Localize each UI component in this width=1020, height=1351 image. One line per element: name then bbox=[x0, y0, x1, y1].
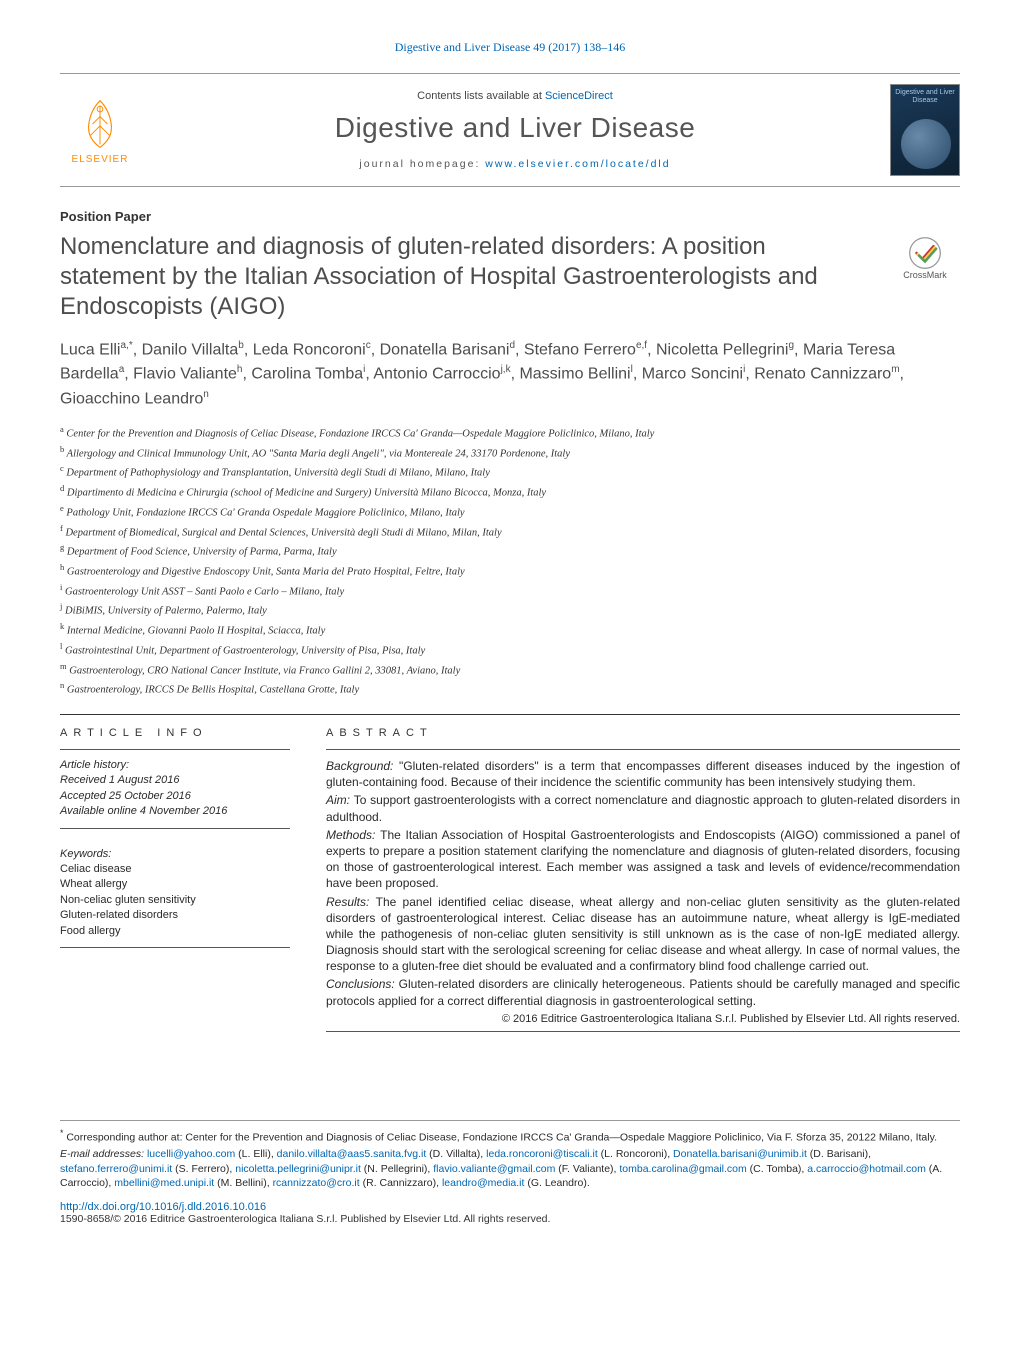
crossmark-icon bbox=[908, 236, 942, 270]
affiliation-item: e Pathology Unit, Fondazione IRCCS Ca' G… bbox=[60, 502, 960, 521]
keyword-item: Food allergy bbox=[60, 924, 290, 939]
abstract-body: Background: "Gluten-related disorders" i… bbox=[326, 758, 960, 1009]
abstract-heading: abstract bbox=[326, 727, 960, 739]
email-link[interactable]: danilo.villalta@aas5.sanita.fvg.it bbox=[277, 1148, 427, 1160]
crossmark-badge[interactable]: CrossMark bbox=[890, 236, 960, 280]
affiliation-item: d Dipartimento di Medicina e Chirurgia (… bbox=[60, 482, 960, 501]
affiliation-item: c Department of Pathophysiology and Tran… bbox=[60, 462, 960, 481]
abstract-paragraph: Background: "Gluten-related disorders" i… bbox=[326, 758, 960, 790]
doi-link[interactable]: http://dx.doi.org/10.1016/j.dld.2016.10.… bbox=[60, 1201, 266, 1213]
issn-copyright: 1590-8658/© 2016 Editrice Gastroenterolo… bbox=[60, 1213, 960, 1225]
doi: http://dx.doi.org/10.1016/j.dld.2016.10.… bbox=[60, 1201, 960, 1213]
abstract-copyright: © 2016 Editrice Gastroenterologica Itali… bbox=[326, 1013, 960, 1025]
article-type: Position Paper bbox=[60, 209, 960, 224]
keywords: Keywords: Celiac diseaseWheat allergyNon… bbox=[60, 847, 290, 939]
abstract-paragraph: Conclusions: Gluten-related disorders ar… bbox=[326, 976, 960, 1008]
received-date: Received 1 August 2016 bbox=[60, 773, 290, 788]
affiliation-item: m Gastroenterology, CRO National Cancer … bbox=[60, 660, 960, 679]
affiliation-item: h Gastroenterology and Digestive Endosco… bbox=[60, 561, 960, 580]
email-link[interactable]: tomba.carolina@gmail.com bbox=[619, 1163, 746, 1175]
journal-ref-link[interactable]: Digestive and Liver Disease 49 (2017) 13… bbox=[395, 40, 626, 54]
email-link[interactable]: stefano.ferrero@unimi.it bbox=[60, 1163, 172, 1175]
journal-cover-thumbnail[interactable]: Digestive and Liver Disease bbox=[890, 84, 960, 176]
email-link[interactable]: rcannizzato@cro.it bbox=[273, 1177, 360, 1189]
affiliation-item: a Center for the Prevention and Diagnosi… bbox=[60, 423, 960, 442]
section-rule bbox=[60, 714, 960, 715]
affiliation-item: i Gastroenterology Unit ASST – Santi Pao… bbox=[60, 581, 960, 600]
affiliation-item: l Gastrointestinal Unit, Department of G… bbox=[60, 640, 960, 659]
online-date: Available online 4 November 2016 bbox=[60, 804, 290, 819]
article-info-heading: article info bbox=[60, 727, 290, 739]
article-title: Nomenclature and diagnosis of gluten-rel… bbox=[60, 232, 876, 322]
journal-title: Digestive and Liver Disease bbox=[158, 112, 872, 144]
abstract-paragraph: Results: The panel identified celiac dis… bbox=[326, 894, 960, 975]
abstract-paragraph: Aim: To support gastroenterologists with… bbox=[326, 792, 960, 824]
elsevier-logo[interactable]: ELSEVIER bbox=[60, 90, 140, 170]
contents-available: Contents lists available at ScienceDirec… bbox=[158, 90, 872, 102]
affiliation-item: k Internal Medicine, Giovanni Paolo II H… bbox=[60, 620, 960, 639]
email-link[interactable]: mbellini@med.unipi.it bbox=[114, 1177, 214, 1189]
affiliation-item: f Department of Biomedical, Surgical and… bbox=[60, 522, 960, 541]
homepage-link[interactable]: www.elsevier.com/locate/dld bbox=[485, 158, 670, 170]
keyword-item: Non-celiac gluten sensitivity bbox=[60, 893, 290, 908]
email-link[interactable]: lucelli@yahoo.com bbox=[147, 1148, 235, 1160]
journal-homepage: journal homepage: www.elsevier.com/locat… bbox=[158, 158, 872, 170]
footnotes: * Corresponding author at: Center for th… bbox=[60, 1120, 960, 1191]
affiliation-item: g Department of Food Science, University… bbox=[60, 541, 960, 560]
keyword-item: Celiac disease bbox=[60, 862, 290, 877]
email-link[interactable]: leandro@media.it bbox=[442, 1177, 524, 1189]
affiliation-list: a Center for the Prevention and Diagnosi… bbox=[60, 423, 960, 698]
journal-reference: Digestive and Liver Disease 49 (2017) 13… bbox=[60, 40, 960, 55]
elsevier-tree-icon bbox=[72, 96, 128, 152]
abstract-paragraph: Methods: The Italian Association of Hosp… bbox=[326, 827, 960, 892]
corresponding-author: * Corresponding author at: Center for th… bbox=[60, 1127, 960, 1145]
keyword-item: Gluten-related disorders bbox=[60, 908, 290, 923]
journal-header: ELSEVIER Contents lists available at Sci… bbox=[60, 73, 960, 187]
email-link[interactable]: nicoletta.pellegrini@unipr.it bbox=[235, 1163, 361, 1175]
author-list: Luca Ellia,*, Danilo Villaltab, Leda Ron… bbox=[60, 338, 960, 411]
email-link[interactable]: a.carroccio@hotmail.com bbox=[807, 1163, 926, 1175]
article-history: Article history: Received 1 August 2016 … bbox=[60, 758, 290, 820]
affiliation-item: b Allergology and Clinical Immunology Un… bbox=[60, 443, 960, 462]
keyword-item: Wheat allergy bbox=[60, 877, 290, 892]
email-link[interactable]: flavio.valiante@gmail.com bbox=[433, 1163, 555, 1175]
email-link[interactable]: leda.roncoroni@tiscali.it bbox=[486, 1148, 598, 1160]
email-addresses: E-mail addresses: lucelli@yahoo.com (L. … bbox=[60, 1147, 960, 1191]
accepted-date: Accepted 25 October 2016 bbox=[60, 789, 290, 804]
affiliation-item: n Gastroenterology, IRCCS De Bellis Hosp… bbox=[60, 679, 960, 698]
email-link[interactable]: Donatella.barisani@unimib.it bbox=[673, 1148, 807, 1160]
affiliation-item: j DiBiMIS, University of Palermo, Palerm… bbox=[60, 600, 960, 619]
sciencedirect-link[interactable]: ScienceDirect bbox=[545, 90, 613, 102]
